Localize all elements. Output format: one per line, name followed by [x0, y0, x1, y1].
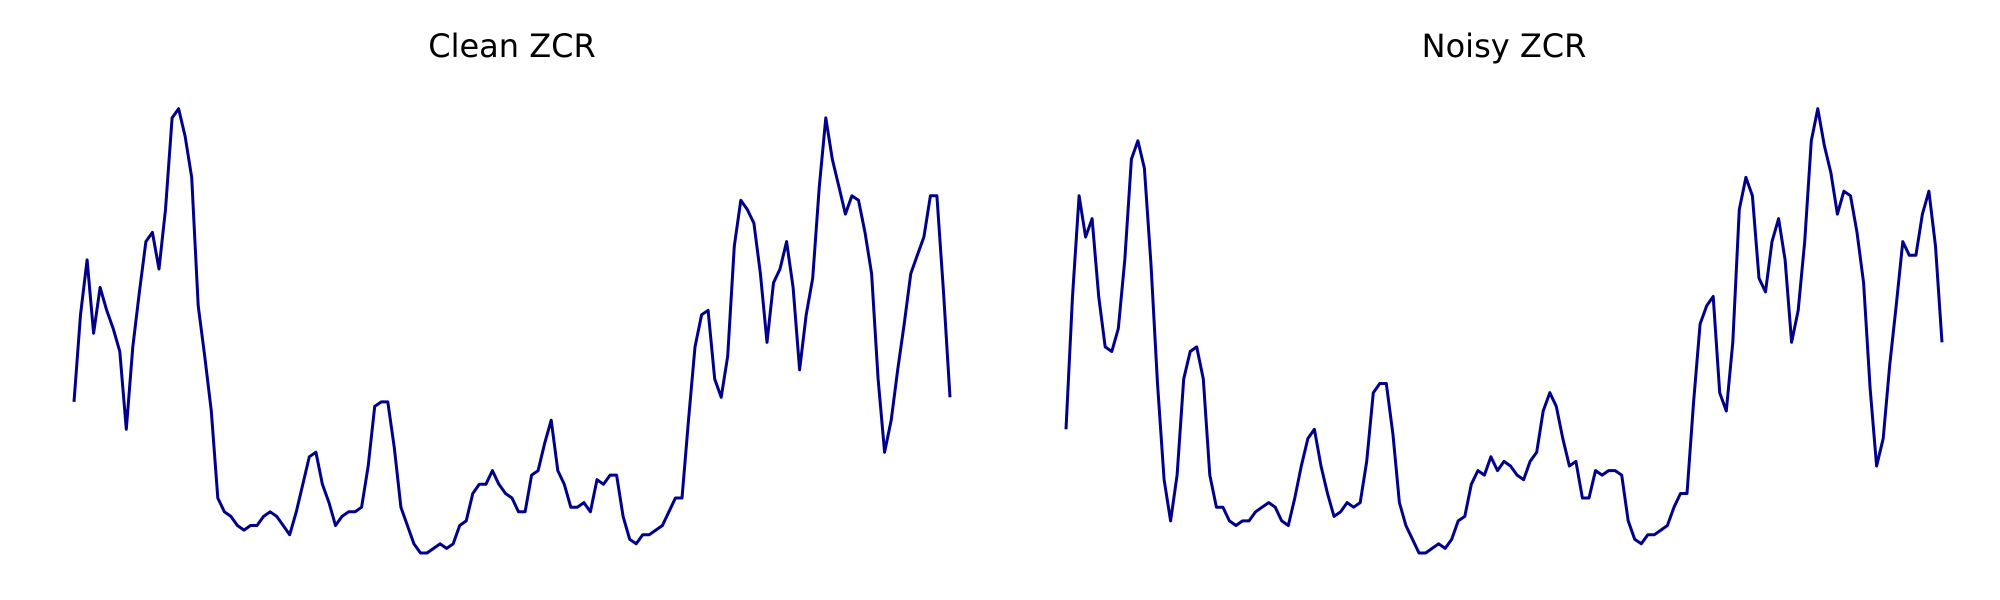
noisy-zcr-subplot: Noisy ZCR	[1064, 27, 1944, 555]
clean-zcr-subplot: Clean ZCR	[72, 27, 952, 555]
clean-zcr-series-line	[72, 107, 952, 555]
noisy-zcr-series-line	[1064, 107, 1944, 555]
noisy-zcr-title: Noisy ZCR	[1422, 27, 1587, 65]
clean-zcr-title: Clean ZCR	[428, 27, 595, 65]
